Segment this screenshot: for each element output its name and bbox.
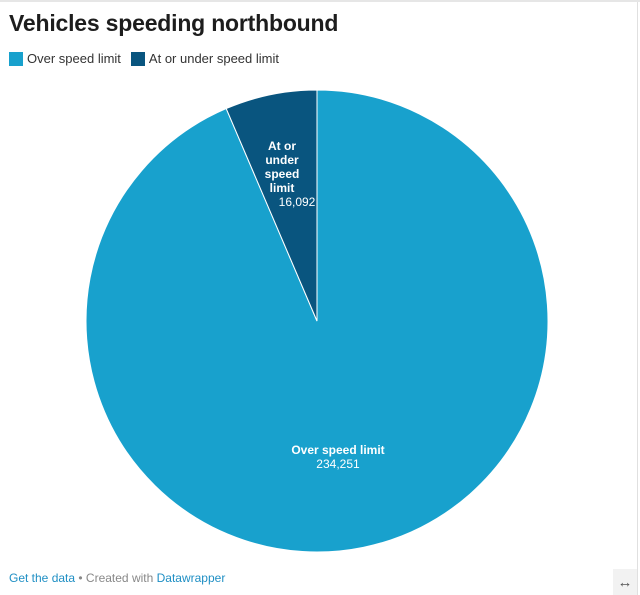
legend-swatch — [130, 51, 145, 66]
get-data-link[interactable]: Get the data — [9, 571, 76, 585]
legend-item-under: At or under speed limit — [130, 51, 279, 66]
chart-title: Vehicles speeding northbound — [9, 10, 339, 36]
pie-slice — [225, 89, 318, 322]
datawrapper-link[interactable]: Datawrapper — [156, 571, 226, 585]
legend-swatch — [9, 51, 23, 66]
slice-label: Over speed limit 234,251 — [291, 443, 384, 471]
footer-credit: • Created with — [75, 571, 157, 585]
legend-label: Over speed limit — [27, 51, 121, 66]
frame-border — [637, 2, 638, 595]
legend-label: At or under speed limit — [148, 51, 279, 66]
legend: Over speed limit At or under speed limit — [9, 51, 279, 66]
legend-item-over: Over speed limit — [9, 51, 121, 66]
horizontal-resize-icon[interactable]: ↔ — [613, 569, 637, 595]
slice-label: At or under speed limit 16,092 — [265, 139, 316, 209]
footer: Get the data • Created with Datawrapper — [9, 571, 225, 585]
